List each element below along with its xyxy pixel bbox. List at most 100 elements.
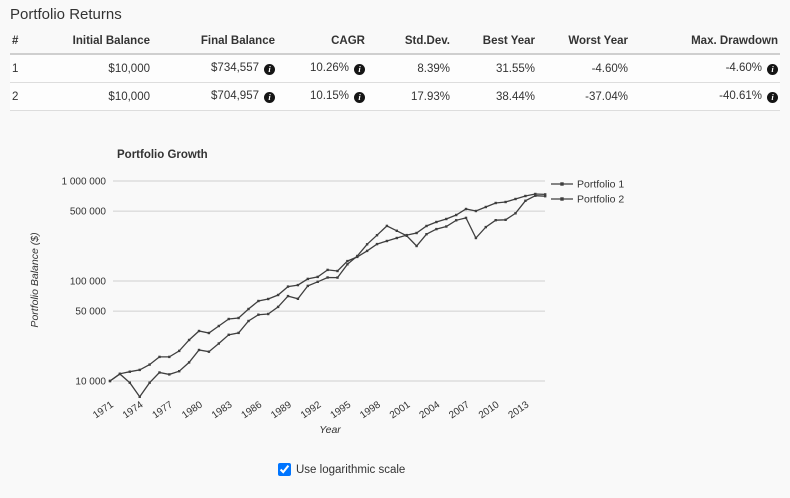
x-axis-label: Year xyxy=(319,424,341,436)
x-tick-label: 1989 xyxy=(269,399,294,421)
data-point-marker xyxy=(187,361,191,364)
data-point-marker xyxy=(227,317,230,321)
y-tick-label: 100 000 xyxy=(70,277,107,288)
data-point-marker xyxy=(316,280,319,283)
table-header-row: # Initial Balance Final Balance CAGR Std… xyxy=(10,30,780,55)
cell-cagr: 10.26% i xyxy=(277,54,367,83)
x-tick-label: 2013 xyxy=(507,399,532,421)
data-point-marker xyxy=(217,342,220,345)
data-point-marker xyxy=(306,284,309,288)
data-point-marker xyxy=(296,297,300,300)
data-point-marker xyxy=(217,324,220,328)
data-point-marker xyxy=(237,316,240,320)
y-tick-label: 500 000 xyxy=(70,207,107,218)
data-point-marker xyxy=(148,363,151,366)
cell-number: 1 xyxy=(10,54,35,83)
legend-swatch-marker xyxy=(560,197,564,201)
cell-max-drawdown: -4.60% i xyxy=(630,54,780,83)
data-point-marker xyxy=(474,236,478,240)
data-point-marker xyxy=(385,239,389,243)
data-point-marker xyxy=(197,329,201,333)
data-point-marker xyxy=(128,370,131,373)
data-point-marker xyxy=(425,233,428,236)
log-scale-checkbox[interactable] xyxy=(278,463,291,476)
data-point-marker xyxy=(207,350,211,353)
data-point-marker xyxy=(118,372,122,376)
data-point-marker xyxy=(227,333,230,336)
data-point-marker xyxy=(158,371,161,374)
data-point-marker xyxy=(148,381,151,384)
data-point-marker xyxy=(187,338,191,342)
data-point-marker xyxy=(138,368,141,372)
data-point-marker xyxy=(336,276,339,279)
info-icon[interactable]: i xyxy=(767,92,778,103)
data-point-marker xyxy=(128,381,131,384)
x-tick-label: 2004 xyxy=(418,399,443,421)
returns-table: # Initial Balance Final Balance CAGR Std… xyxy=(10,30,780,111)
data-point-marker xyxy=(514,212,517,215)
data-point-marker xyxy=(346,263,349,266)
info-icon[interactable]: i xyxy=(354,92,365,103)
data-point-marker xyxy=(534,192,537,196)
data-point-marker xyxy=(385,224,389,228)
data-point-marker xyxy=(178,370,181,373)
info-icon[interactable]: i xyxy=(354,64,365,75)
data-point-marker xyxy=(158,355,161,359)
chart-title: Portfolio Growth xyxy=(117,149,208,161)
y-tick-label: 1 000 000 xyxy=(62,177,107,188)
x-tick-label: 1992 xyxy=(299,399,324,421)
data-point-marker xyxy=(524,194,527,198)
x-tick-label: 1977 xyxy=(150,399,175,421)
x-tick-label: 2007 xyxy=(447,399,472,421)
x-tick-label: 2010 xyxy=(477,399,502,421)
x-tick-label: 2001 xyxy=(388,399,413,421)
data-point-marker xyxy=(108,379,112,383)
data-point-marker xyxy=(296,283,300,287)
info-icon[interactable]: i xyxy=(264,92,275,103)
y-tick-label: 50 000 xyxy=(75,307,106,318)
log-scale-label[interactable]: Use logarithmic scale xyxy=(296,463,406,476)
data-point-marker xyxy=(356,254,359,258)
data-point-marker xyxy=(494,219,497,222)
col-cagr: CAGR xyxy=(277,30,367,55)
data-point-marker xyxy=(257,313,260,316)
x-tick-label: 1998 xyxy=(358,399,383,421)
legend-item-portfolio-2[interactable]: Portfolio 2 xyxy=(551,194,624,206)
data-point-marker xyxy=(365,243,369,246)
data-point-marker xyxy=(346,259,349,263)
data-point-marker xyxy=(405,234,408,237)
data-point-marker xyxy=(168,355,171,359)
data-point-marker xyxy=(168,373,171,376)
data-point-marker xyxy=(316,275,319,279)
data-point-marker xyxy=(276,305,280,309)
data-point-marker xyxy=(395,236,398,240)
data-point-marker xyxy=(247,319,250,323)
info-icon[interactable]: i xyxy=(264,64,275,75)
x-tick-label: 1980 xyxy=(180,399,205,421)
info-icon[interactable]: i xyxy=(767,64,778,75)
table-row-portfolio-1: 1 $10,000 $734,557 i 10.26% i 8.39% 31.55%… xyxy=(10,54,780,83)
data-point-marker xyxy=(415,231,418,235)
data-point-marker xyxy=(276,293,280,297)
x-tick-label: 1971 xyxy=(91,399,116,421)
cell-final-balance: $734,557 i xyxy=(152,54,277,83)
data-point-marker xyxy=(415,244,418,248)
data-point-marker xyxy=(267,297,270,301)
data-point-marker xyxy=(365,249,369,253)
cell-stdev: 8.39% xyxy=(367,54,452,83)
data-point-marker xyxy=(425,224,428,228)
col-max-drawdown: Max. Drawdown xyxy=(630,30,780,55)
data-point-marker xyxy=(326,276,329,279)
legend-swatch-marker xyxy=(560,182,564,186)
col-final-balance: Final Balance xyxy=(152,30,277,55)
legend-item-portfolio-1[interactable]: Portfolio 1 xyxy=(551,179,624,191)
data-point-marker xyxy=(267,312,270,316)
data-point-marker xyxy=(484,205,487,209)
x-tick-label: 1995 xyxy=(329,399,354,421)
legend-label: Portfolio 2 xyxy=(577,194,624,206)
legend-label: Portfolio 1 xyxy=(577,179,624,191)
data-point-marker xyxy=(197,348,201,352)
col-worst-year: Worst Year xyxy=(537,30,630,55)
